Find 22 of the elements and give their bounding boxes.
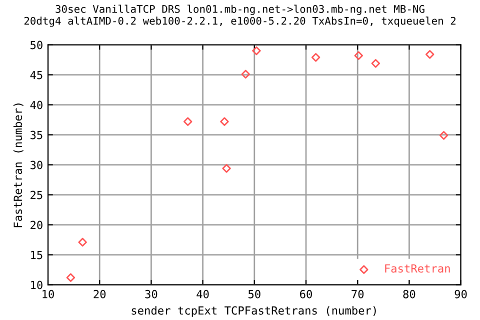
x-tick-label: 60 <box>300 290 312 298</box>
chart-title: 30sec VanillaTCP DRS lon01.mb-ng.net->lon03.mb-ng.net MB-NG 20dtg4 altAIMD-0.2 web100-2.2.1, e1000-5.2.20 TxAbsIn=0, txqueuelen 2 <box>24 4 456 27</box>
y-tick-label: 50 <box>30 40 42 50</box>
y-tick-label: 15 <box>31 250 42 260</box>
x-tick-label: 90 <box>454 290 467 298</box>
x-axis-title: sender tcpExt TCPFastRetrans (number) <box>132 306 376 317</box>
y-tick-label: 35 <box>30 130 42 140</box>
y-tick-label: 30 <box>30 160 42 170</box>
legend-label: FastRetran <box>385 264 450 273</box>
x-tick-label: 30 <box>145 290 158 298</box>
y-tick-label: 40 <box>30 100 42 110</box>
x-tick-label: 10 <box>42 290 54 298</box>
x-tick-label: 70 <box>352 290 364 298</box>
y-tick-label: 25 <box>30 190 42 200</box>
x-tick-label: 40 <box>196 290 209 298</box>
y-tick-label: 20 <box>30 220 42 230</box>
y-tick-label: 10 <box>31 280 42 290</box>
x-tick-label: 50 <box>248 290 260 298</box>
x-tick-label: 80 <box>403 290 416 298</box>
y-tick-label: 45 <box>30 70 42 80</box>
x-tick-label: 20 <box>94 290 106 298</box>
y-axis-title: FastRetran (number) <box>13 104 24 228</box>
